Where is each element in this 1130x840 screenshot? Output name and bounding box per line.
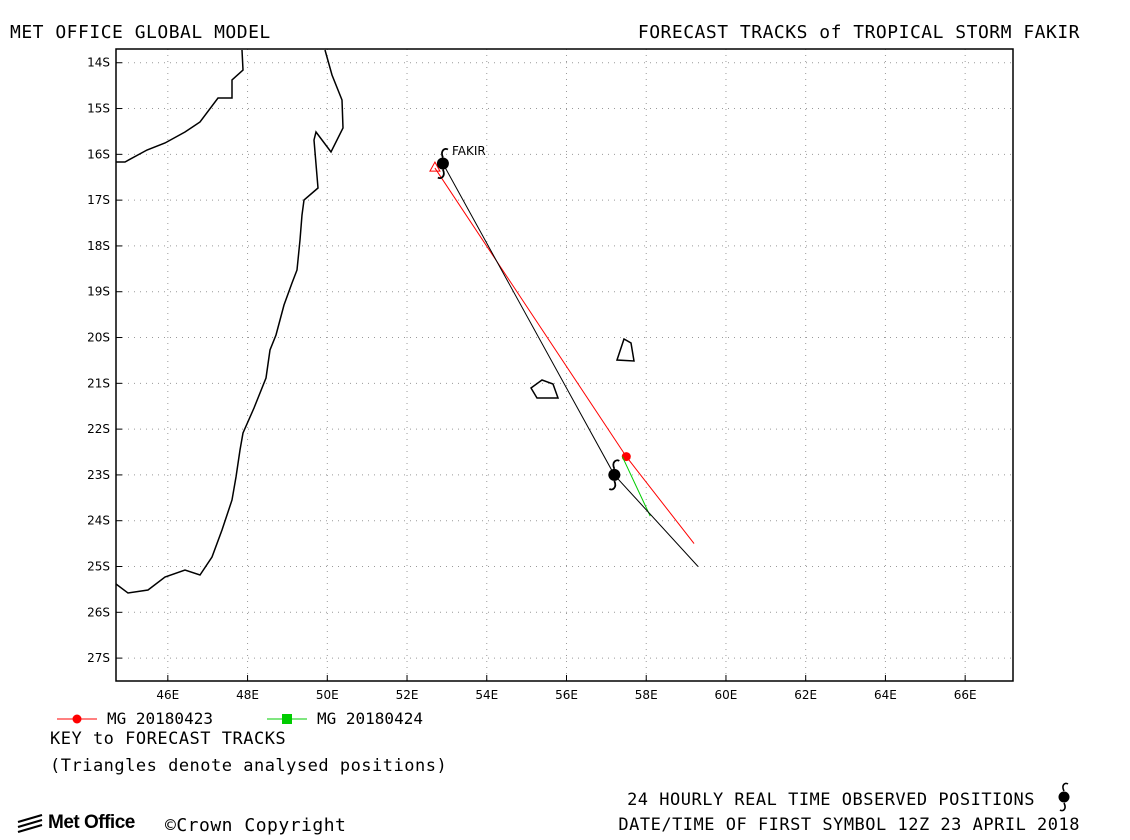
y-tick-label: 20S <box>87 331 110 345</box>
forecast-track-line <box>621 456 651 517</box>
analysed-position-triangle <box>429 161 441 172</box>
met-office-logo-text: Met Office <box>48 812 135 833</box>
x-tick-label: 54E <box>475 688 498 702</box>
y-tick-label: 19S <box>87 285 110 299</box>
legend-key-title: KEY to FORECAST TRACKS <box>50 729 287 749</box>
x-tick-label: 56E <box>555 688 578 702</box>
map-frame <box>115 48 1014 682</box>
reunion-island <box>530 379 560 399</box>
x-tick-label: 62E <box>794 688 817 702</box>
mauritius-island <box>615 337 635 362</box>
map-title-left: MET OFFICE GLOBAL MODEL <box>10 22 271 43</box>
cyclone-symbol-icon <box>1058 782 1070 812</box>
x-tick-label: 60E <box>715 688 738 702</box>
madagascar-east-coastline <box>115 49 344 594</box>
track-layer <box>429 148 699 567</box>
crown-copyright: ©Crown Copyright <box>165 815 347 836</box>
y-tick-label: 14S <box>87 56 110 70</box>
met-office-logo-icon <box>17 813 43 834</box>
y-tick-label: 21S <box>87 376 110 390</box>
x-tick-label: 48E <box>236 688 259 702</box>
axis-labels: 46E 48E 50E 52E 54E 56E 58E 60E 62E 64E 66E 14S 15S 1… <box>87 56 976 702</box>
map-title-right: FORECAST TRACKS of TROPICAL STORM FAKIR <box>637 22 1080 43</box>
cyclone-symbol-icon <box>608 459 621 491</box>
y-tick-label: 16S <box>87 147 110 161</box>
y-tick-label: 18S <box>87 239 110 253</box>
x-tick-label: 46E <box>156 688 179 702</box>
forecast-legend: MG 20180423 MG 20180424 <box>57 709 423 728</box>
y-tick-label: 26S <box>87 605 110 619</box>
legend-entry-label: MG 20180423 <box>107 709 213 728</box>
cyclone-symbol-icon <box>436 148 449 179</box>
forecast-position-marker <box>621 452 631 462</box>
storm-name-label: FAKIR <box>452 144 486 158</box>
x-tick-label: 66E <box>954 688 977 702</box>
legend-swatch-marker <box>72 714 82 724</box>
observed-positions-label: 24 HOURLY REAL TIME OBSERVED POSITIONS <box>627 790 1035 810</box>
y-tick-label: 17S <box>87 193 110 207</box>
observed-track-line <box>442 163 699 567</box>
y-tick-label: 23S <box>87 468 110 482</box>
coastline-layer <box>115 49 635 594</box>
x-tick-label: 50E <box>316 688 339 702</box>
madagascar-coastline <box>116 49 244 163</box>
x-tick-label: 52E <box>396 688 419 702</box>
map-grid <box>116 49 1013 681</box>
y-tick-label: 22S <box>87 422 110 436</box>
y-tick-label: 24S <box>87 514 110 528</box>
y-tick-label: 25S <box>87 560 110 574</box>
y-tick-label: 27S <box>87 651 110 665</box>
y-tick-label: 15S <box>87 102 110 116</box>
forecast-track-line <box>434 167 695 544</box>
legend-entry-label: MG 20180424 <box>317 709 423 728</box>
x-tick-label: 58E <box>635 688 658 702</box>
first-symbol-date-label: DATE/TIME OF FIRST SYMBOL 12Z 23 APRIL 2… <box>618 815 1080 835</box>
legend-swatch-marker <box>282 714 292 724</box>
x-tick-label: 64E <box>874 688 897 702</box>
legend-key-note: (Triangles denote analysed positions) <box>50 756 448 776</box>
